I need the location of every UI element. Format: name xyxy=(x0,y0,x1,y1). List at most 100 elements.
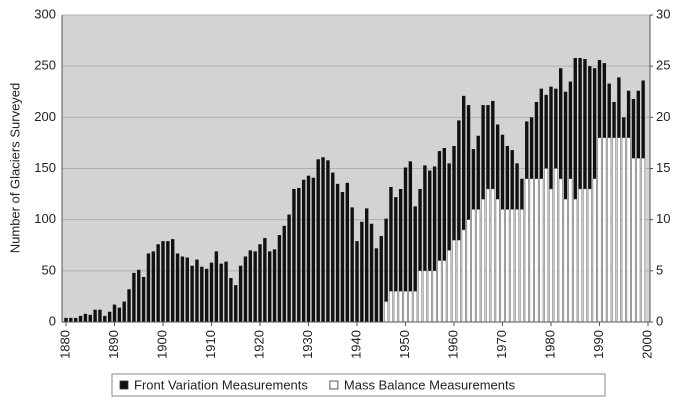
bar xyxy=(519,209,524,323)
bar xyxy=(495,198,500,323)
bar xyxy=(331,172,335,322)
bar xyxy=(437,260,442,323)
bar xyxy=(272,249,277,322)
bar xyxy=(539,178,544,323)
bar xyxy=(195,259,199,322)
bar xyxy=(602,137,607,323)
bar xyxy=(437,151,442,322)
bar xyxy=(408,291,413,323)
bar xyxy=(408,161,413,322)
bar xyxy=(563,198,568,323)
bar xyxy=(422,270,427,323)
bar xyxy=(234,285,238,322)
bar xyxy=(394,197,398,322)
bar xyxy=(141,276,146,322)
bar xyxy=(389,186,393,322)
bar xyxy=(292,188,296,322)
bar xyxy=(452,239,456,323)
bar xyxy=(204,268,209,322)
legend-box xyxy=(111,373,606,397)
bar xyxy=(490,188,495,323)
bar xyxy=(229,277,233,322)
bar xyxy=(616,137,621,323)
y2-tick-label: 0 xyxy=(656,313,663,328)
bar xyxy=(214,251,219,322)
bar xyxy=(311,177,316,322)
y2-tick-label: 25 xyxy=(656,58,670,73)
bar xyxy=(93,309,97,322)
bar xyxy=(74,317,78,322)
x-tick-label: 1990 xyxy=(591,330,606,359)
bar xyxy=(103,315,107,322)
bar xyxy=(340,192,345,322)
bar xyxy=(321,157,325,322)
bar xyxy=(398,188,403,322)
legend-label: Mass Balance Measurements xyxy=(344,377,516,392)
bar xyxy=(190,265,194,322)
bar xyxy=(418,270,422,323)
y-tick-label: 0 xyxy=(49,313,56,328)
bar xyxy=(418,188,422,322)
bar xyxy=(612,137,616,323)
y2-tick-label: 20 xyxy=(656,109,670,124)
bar xyxy=(476,209,481,323)
x-tick-label: 1970 xyxy=(494,330,509,359)
bar xyxy=(161,241,165,322)
bar xyxy=(452,145,456,322)
bar xyxy=(457,120,461,322)
bar xyxy=(180,256,185,322)
bar xyxy=(393,291,398,323)
bar xyxy=(389,291,393,323)
bar xyxy=(481,198,486,323)
x-tick-label: 1920 xyxy=(251,330,266,359)
bar xyxy=(428,170,432,322)
y-tick-label: 300 xyxy=(34,6,56,21)
bar xyxy=(117,307,122,322)
y2-tick-label: 10 xyxy=(656,211,670,226)
bar xyxy=(621,137,626,323)
bar xyxy=(122,301,126,322)
bar xyxy=(83,313,88,322)
bar xyxy=(432,270,437,323)
bar xyxy=(253,251,257,322)
bar xyxy=(374,248,379,322)
bar xyxy=(350,207,354,322)
x-tick-label: 2000 xyxy=(639,330,654,359)
bar xyxy=(597,137,602,323)
bar xyxy=(403,291,408,323)
x-tick-label: 1930 xyxy=(300,330,315,359)
bar xyxy=(306,175,311,322)
bar xyxy=(641,158,646,323)
bar xyxy=(403,167,408,322)
y2-tick-label: 5 xyxy=(656,262,663,277)
y-tick-label: 200 xyxy=(34,109,56,124)
bar xyxy=(287,214,291,322)
x-tick-label: 1960 xyxy=(445,330,460,359)
x-tick-label: 1890 xyxy=(106,330,121,359)
bar xyxy=(413,291,418,323)
bar xyxy=(200,266,204,322)
bar xyxy=(524,178,529,323)
bar xyxy=(447,163,451,322)
bar xyxy=(132,272,136,322)
bar xyxy=(515,209,519,323)
x-tick-label: 1940 xyxy=(348,330,363,359)
bar xyxy=(137,269,141,322)
bar xyxy=(573,57,577,322)
bar xyxy=(505,209,510,323)
bar xyxy=(360,221,364,322)
bar xyxy=(553,168,558,323)
bar xyxy=(568,178,573,323)
bar xyxy=(486,188,490,323)
bar xyxy=(466,105,471,322)
bar xyxy=(471,209,476,323)
x-tick-label: 1980 xyxy=(542,330,557,359)
bar xyxy=(107,311,112,322)
legend-swatch xyxy=(119,380,129,390)
bar xyxy=(277,235,282,322)
bar xyxy=(413,206,417,322)
bar xyxy=(369,223,374,322)
bar xyxy=(544,168,549,323)
bar xyxy=(98,309,102,322)
